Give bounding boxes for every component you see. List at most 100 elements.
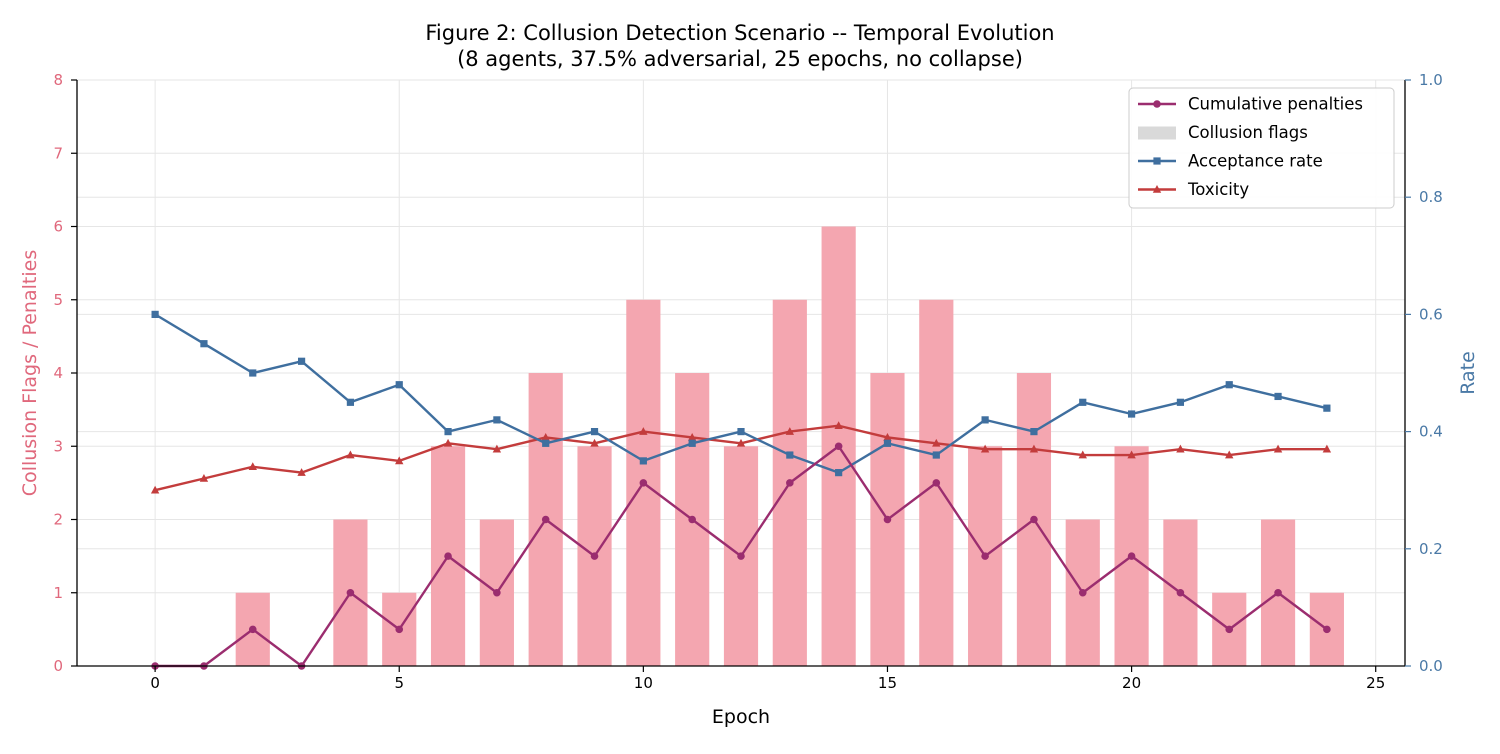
acceptance-rate-point (1079, 398, 1087, 406)
cumulative-penalties-point (639, 479, 648, 487)
acceptance-rate-point (346, 398, 355, 406)
acceptance-rate-point (786, 451, 794, 459)
cumulative-penalties-point (1030, 515, 1038, 524)
acceptance-rate-point (444, 428, 452, 436)
acceptance-rate-point (737, 428, 745, 436)
legend-entry-label: Toxicity (1187, 180, 1249, 199)
acceptance-rate-point (395, 381, 403, 389)
cumulative-penalties-point (737, 552, 745, 560)
acceptance-rate-point (1127, 410, 1136, 418)
toxicity-point (1176, 444, 1185, 453)
legend-swatch-marker (1153, 100, 1161, 108)
toxicity-point (736, 438, 746, 447)
acceptance-rate-point (1030, 428, 1038, 436)
y-right-tick-label: 0.4 (1419, 423, 1443, 441)
acceptance-rate-point (542, 439, 550, 447)
y-left-tick-label: 5 (53, 291, 63, 309)
acceptance-rate-point (297, 357, 306, 365)
y-left-tick-label: 6 (53, 218, 63, 236)
toxicity-point (1322, 444, 1332, 453)
acceptance-rate-point (981, 416, 989, 424)
toxicity-point (150, 485, 160, 494)
legend-box (1128, 87, 1395, 209)
toxicity-point (834, 421, 843, 430)
chart-title-line1: Figure 2: Collusion Detection Scenario -… (425, 21, 1054, 45)
acceptance-rate-point (493, 416, 501, 424)
y-left-tick-label: 7 (53, 144, 63, 162)
acceptance-rate-point (151, 310, 159, 318)
axes: 0 5 10 15 20 25 0 1 2 3 4 5 6 7 8 0.0 0.2 0.4 0.6 0.8 1.0 (53, 71, 1442, 692)
cumulative-penalties-point (932, 479, 941, 487)
toxicity-point (590, 438, 599, 447)
cumulative-penalties-point (248, 625, 257, 634)
acceptance-rate-point (1274, 392, 1282, 401)
y-left-tick-label: 0 (53, 657, 63, 675)
y-right-tick-label: 0.6 (1419, 305, 1443, 323)
acceptance-rate-point (639, 457, 647, 465)
x-tick-label: 5 (394, 674, 404, 692)
y-right-tick-label: 0.0 (1419, 657, 1443, 675)
toxicity-point (443, 438, 453, 447)
toxicity-point (1273, 444, 1283, 453)
toxicity-point (883, 432, 892, 441)
series-lines (150, 310, 1332, 670)
legend-swatch-marker (1152, 185, 1162, 193)
cumulative-penalties-point (883, 515, 892, 524)
legend-swatch-patch (1138, 126, 1176, 140)
y-left-tick-label: 2 (53, 511, 63, 529)
x-tick-label: 0 (150, 674, 160, 692)
toxicity-point (785, 427, 795, 435)
cumulative-penalties-point (1323, 625, 1331, 634)
legend-entry-label: Acceptance rate (1188, 152, 1323, 171)
cumulative-penalties-point (688, 515, 696, 524)
x-tick-label: 15 (878, 674, 897, 692)
y-right-tick-label: 0.8 (1419, 188, 1443, 206)
acceptance-rate-point (932, 451, 940, 459)
legend-swatch-marker (1153, 157, 1161, 165)
cumulative-penalties-point (346, 588, 355, 597)
x-tick-label: 20 (1122, 674, 1141, 692)
acceptance-rate-point (883, 439, 892, 447)
toxicity-point (492, 444, 502, 453)
y-right-tick-label: 1.0 (1419, 71, 1443, 89)
acceptance-rate-point (688, 439, 696, 447)
acceptance-rate-point (1225, 381, 1233, 389)
y-left-tick-label: 4 (53, 364, 63, 382)
acceptance-rate-point (1176, 398, 1185, 406)
y-axis-right-label: Rate (1457, 351, 1479, 395)
cumulative-penalties-point (834, 442, 843, 451)
y-right-tick-label: 0.2 (1419, 540, 1443, 558)
y-axis-left-label: Collusion Flags / Penalties (19, 250, 41, 496)
toxicity-point (541, 432, 550, 441)
toxicity-point (395, 456, 404, 465)
toxicity-point (687, 432, 697, 441)
cumulative-penalties-point (493, 588, 501, 597)
legend-entry-label: Collusion flags (1188, 123, 1308, 142)
cumulative-penalties-point (541, 515, 550, 524)
cumulative-penalties-point (590, 552, 599, 560)
y-left-tick-label: 1 (53, 584, 63, 602)
x-tick-label: 10 (634, 674, 653, 692)
legend-entry-label: Cumulative penalties (1188, 95, 1363, 114)
cumulative-penalties-point (981, 552, 989, 560)
toxicity-point (1127, 450, 1136, 459)
toxicity-point (639, 427, 648, 435)
toxicity-point (980, 444, 990, 453)
toxicity-point (1029, 444, 1039, 453)
toxicity-point (297, 468, 306, 476)
x-axis-label: Epoch (712, 706, 770, 728)
cumulative-penalties-point (395, 625, 404, 634)
x-tick-label: 25 (1366, 674, 1385, 692)
collusion-flag-bars (235, 226, 1344, 666)
toxicity-point (248, 462, 257, 471)
y-left-tick-label: 8 (53, 71, 63, 89)
toxicity-point (346, 450, 355, 459)
acceptance-rate-point (835, 469, 843, 477)
acceptance-rate-point (200, 340, 208, 348)
acceptance-rate-point (590, 428, 599, 436)
acceptance-rate-point (1323, 404, 1331, 412)
cumulative-penalties-point (1176, 588, 1185, 597)
cumulative-penalties-point (1127, 552, 1136, 560)
